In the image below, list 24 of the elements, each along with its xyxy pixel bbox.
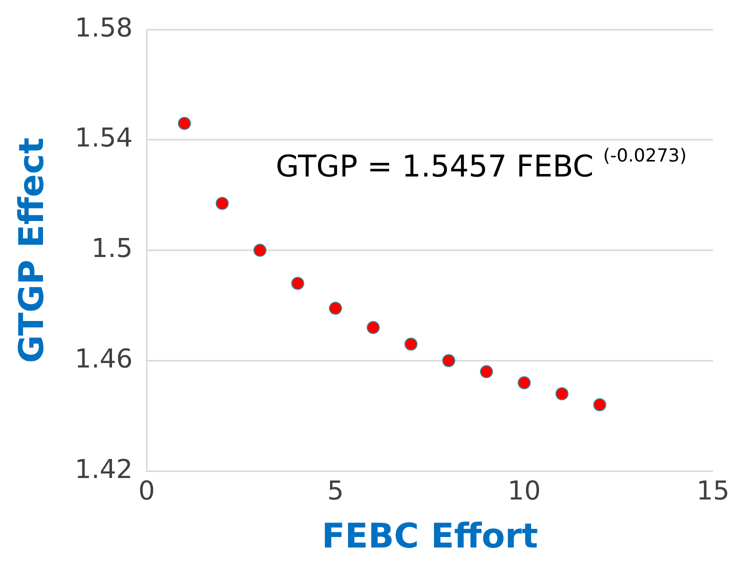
x-tick-label: 15 (696, 476, 730, 506)
point (555, 387, 568, 400)
y-tick-label: 1.42 (74, 454, 133, 485)
point (480, 365, 493, 378)
point (328, 302, 342, 315)
point (442, 354, 456, 368)
x-tick-label: 0 (138, 476, 155, 506)
x-tick-label: 10 (508, 476, 541, 506)
point (366, 321, 380, 334)
point (291, 276, 304, 290)
annotation: GTGP = 1.5457 FEBC (-0.0273) (276, 145, 687, 184)
y-tick-label: 1.46 (74, 344, 133, 374)
point (593, 398, 606, 412)
y-axis-title: GTGP Effect (12, 138, 52, 364)
x-axis-title: FEBC Effort (322, 516, 538, 556)
x-tick-label: 5 (327, 476, 344, 506)
y-tick-label: 1.54 (74, 124, 133, 154)
point (404, 338, 418, 351)
point (216, 196, 229, 210)
y-tick-label: 1.5 (91, 234, 133, 264)
point (518, 376, 531, 390)
y-tick-label: 1.58 (74, 13, 133, 44)
point (178, 116, 191, 130)
point (253, 244, 266, 257)
